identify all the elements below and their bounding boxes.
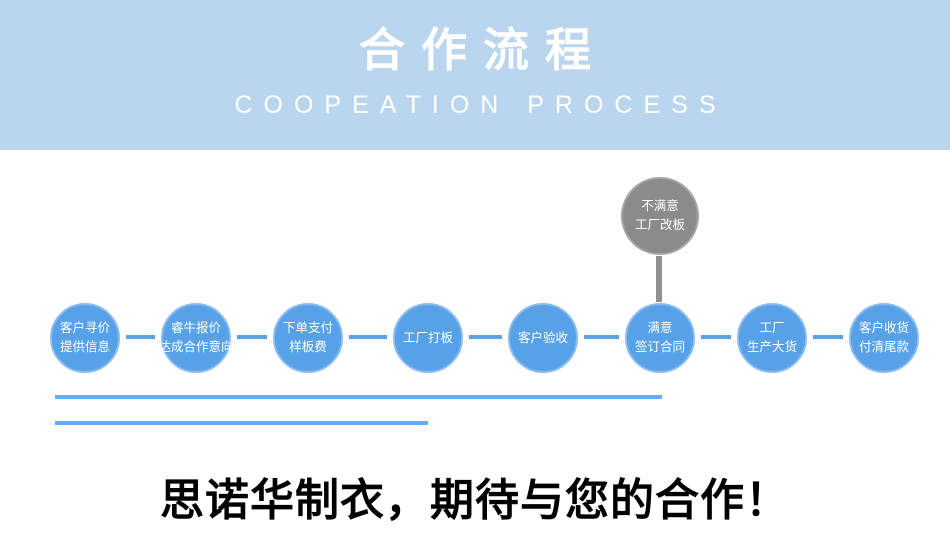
step-label-line2: 样板费	[289, 340, 327, 354]
underline-secondary	[55, 421, 428, 425]
banner: 合作流程 COOPEATION PROCESS	[0, 0, 950, 150]
branch-circle-not-satisfied: 不满意 工厂改板	[621, 177, 699, 255]
flow-step-4-factory-sample: 工厂打板	[393, 303, 463, 373]
step-label-line1: 客户收货	[858, 321, 909, 335]
connector-line-7	[813, 335, 843, 339]
flow-step-7-mass-production: 工厂 生产大货	[737, 303, 807, 373]
step-label-line1: 客户验收	[517, 330, 568, 345]
flow-step-6-sign-contract: 满意 签订合同	[625, 303, 695, 373]
banner-title: 合作流程	[359, 24, 607, 76]
step-label-line1: 满意	[647, 321, 673, 335]
flow-step-3-order-sample-fee: 下单支付 样板费	[273, 303, 343, 373]
flow-step-2-quote: 睿牛报价达成合作意向	[158, 303, 234, 373]
banner-subtitle: COOPEATION PROCESS	[234, 90, 727, 119]
flow-step-8-receive-pay-balance: 客户收货 付清尾款	[849, 303, 919, 373]
step-label-line2: 达成合作意向	[158, 340, 234, 354]
branch-label-line2: 工厂改板	[634, 218, 685, 232]
step-label-line2: 提供信息	[59, 340, 110, 354]
step-label-line2: 生产大货	[746, 340, 797, 354]
step-label-line1: 下单支付	[282, 321, 333, 335]
step-label-line1: 睿牛报价	[170, 321, 221, 335]
branch-label-line1: 不满意	[641, 199, 679, 213]
flow-step-1-customer-inquiry: 客户寻价 提供信息	[50, 303, 120, 373]
branch-connector-line	[656, 256, 662, 302]
connector-line-2	[237, 335, 267, 339]
step-label-line2: 签订合同	[634, 340, 685, 354]
connector-line-6	[701, 335, 731, 339]
footer-headline: 思诺华制衣，期待与您的合作！	[160, 476, 790, 525]
connector-line-5	[584, 335, 619, 339]
connector-line-3	[349, 335, 387, 339]
step-label-line1: 客户寻价	[59, 321, 110, 335]
flow-step-5-customer-acceptance: 客户验收	[508, 303, 578, 373]
step-label-line1: 工厂打板	[402, 330, 453, 345]
underline-primary	[55, 395, 662, 399]
step-label-line2: 付清尾款	[858, 340, 909, 354]
connector-line-1	[126, 335, 155, 339]
step-label-line1: 工厂	[759, 321, 785, 335]
connector-line-4	[469, 335, 502, 339]
